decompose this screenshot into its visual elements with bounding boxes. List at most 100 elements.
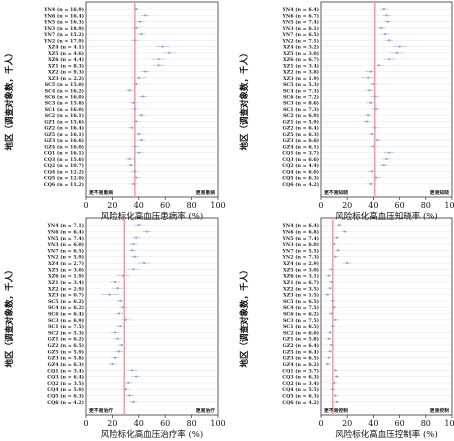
x-tick-label: 100 [444,201,454,210]
data-point [135,26,138,29]
category-label: SC3 (n = 8.6) [283,100,319,107]
data-point [367,76,370,79]
data-point [117,312,121,315]
x-tick-label: 80 [187,419,197,428]
category-label: XZ6 (n = 1.9) [48,273,84,280]
data-point [329,287,332,290]
category-label: XZ4 (n = 4.1) [48,44,84,51]
category-label: CQ3 (n = 15.6) [44,156,84,163]
annotation-right: 更易患病 [196,189,215,196]
data-point [331,299,334,302]
category-label: SC4 (n = 16.2) [45,87,84,94]
category-label: GZ3 (n = 6.6) [283,137,319,144]
data-point [368,89,371,92]
category-label: SC3 (n = 15.8) [45,100,84,107]
category-label: YN2 (n = 7.1) [281,37,319,44]
category-label: CQ3 (n = 6.6) [282,156,319,163]
category-label: XZ5 (n = 4.6) [48,50,84,57]
data-point [132,400,135,403]
category-label: CQ2 (n = 3.5) [47,380,84,387]
data-point [135,236,138,239]
data-point [135,176,138,179]
chart-panel-2: YN4 (n = 6.4)YN6 (n = 6.7)YN5 (n = 7.4)Y… [239,1,454,222]
data-point [133,255,136,258]
x-tick-label: 100 [210,201,225,210]
annotation-right: 更易知晓 [430,189,449,196]
category-label: YN4 (n = 6.4) [281,6,319,13]
x-tick-label: 20 [342,419,352,428]
category-label: SC4 (n = 7.5) [283,304,319,311]
data-point [141,95,144,98]
data-point [127,381,130,385]
category-label: CQ4 (n = 6.0) [282,168,319,175]
x-tick-label: 40 [368,419,378,428]
category-label: CQ4 (n = 12.2) [44,168,84,175]
data-point [327,337,330,340]
y-axis-label: 地区（调查对象数，千人） [4,48,15,150]
category-label: XZ4 (n = 2.9) [283,260,319,267]
data-point [334,318,337,321]
data-point [131,369,134,372]
category-label: SC2 (n = 16.1) [45,112,84,119]
data-point [135,8,138,11]
category-label: CQ1 (n = 16.1) [44,150,84,157]
data-point [333,306,336,309]
data-point [376,139,379,142]
category-label: SC5 (n = 6.5) [283,298,319,305]
category-label: YN7 (n = 6.5) [46,247,84,254]
data-point [144,14,147,17]
data-point [369,182,372,185]
data-point [388,57,391,61]
category-label: GZ5 (n = 5.9) [48,348,84,355]
annotation-right: 更易治疗 [196,407,215,414]
x-tick-label: 20 [342,201,352,210]
data-point [133,170,136,173]
x-tick-label: 80 [187,201,197,210]
x-tick-label: 100 [210,419,225,428]
category-label: YN3 (n = 18.9) [43,25,84,32]
category-label: SC1 (n = 6.5) [283,323,319,330]
data-point [128,394,131,397]
category-label: SC2 (n = 5.3) [48,329,84,336]
category-label: XZ2 (n = 9.3) [48,69,84,76]
category-label: GZ2 (n = 6.4) [283,342,319,349]
category-label: YN4 (n = 16.9) [43,6,84,13]
data-point [113,356,117,359]
data-point [326,293,329,296]
data-point [119,325,122,328]
category-label: GZ4 (n = 16.0) [44,143,84,150]
category-label: GZ5 (n = 6.4) [283,348,319,355]
category-label: XZ1 (n = 8.3) [48,62,84,69]
category-label: GZ5 (n = 6.3) [283,131,319,138]
chart-panel-3: YN4 (n = 7.1)YN6 (n = 6.4)YN5 (n = 7.4)Y… [4,217,226,440]
category-label: GZ2 (n = 6.5) [48,342,84,349]
category-label: YN4 (n = 6.4) [281,222,319,229]
category-label: GZ3 (n = 6.5) [283,355,319,362]
data-point [135,375,138,378]
data-point [329,331,332,334]
annotation-left: 更不易治疗 [89,407,113,414]
category-label: XZ6 (n = 6.7) [283,56,319,63]
category-label: CQ2 (n = 10.7) [44,162,84,169]
data-point [331,388,334,391]
category-label: XZ1 (n = 3.4) [48,279,84,286]
category-label: CQ1 (n = 3.7) [282,150,319,157]
category-label: XZ3 (n = 0.7) [48,292,84,299]
category-label: YN5 (n = 16.3) [43,19,84,26]
data-point [372,82,375,86]
y-axis-label: 地区（调查对象数，千人） [239,48,250,150]
data-point [343,230,346,233]
category-label: XZ3 (n = 2.2) [48,75,84,82]
chart-panel-4: YN4 (n = 6.4)YN6 (n = 6.8)YN5 (n = 7.4)Y… [239,217,454,440]
data-point [132,182,135,185]
data-point [377,64,380,67]
data-point [131,126,134,129]
annotation-left: 更不易知晓 [324,189,348,196]
data-point [334,255,337,258]
data-point [157,64,160,67]
data-point [120,343,123,347]
x-tick-label: 40 [134,201,144,210]
category-label: SC3 (n = 7.5) [283,317,319,324]
data-point [398,45,401,48]
